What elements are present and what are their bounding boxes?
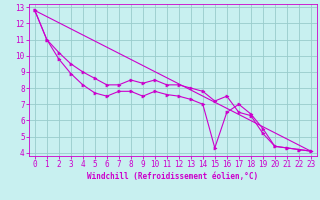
X-axis label: Windchill (Refroidissement éolien,°C): Windchill (Refroidissement éolien,°C) bbox=[87, 172, 258, 181]
